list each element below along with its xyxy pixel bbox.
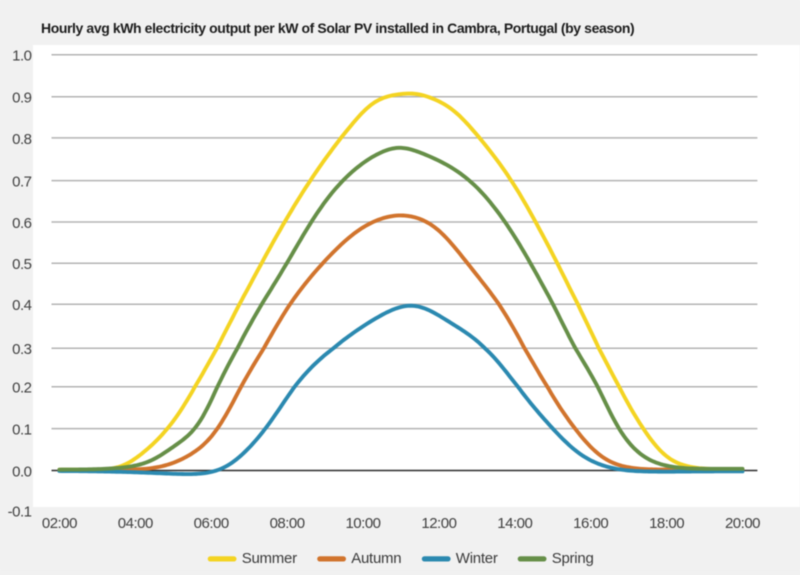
svg-text:20:00: 20:00 [725, 515, 760, 532]
svg-text:0.8: 0.8 [12, 131, 32, 148]
svg-text:16:00: 16:00 [573, 515, 608, 532]
svg-text:Winter: Winter [456, 550, 498, 567]
svg-text:04:00: 04:00 [118, 515, 153, 532]
svg-text:0.7: 0.7 [12, 174, 32, 191]
svg-text:Summer: Summer [242, 550, 297, 567]
svg-text:0.3: 0.3 [12, 341, 32, 358]
svg-text:Hourly avg kWh electricity out: Hourly avg kWh electricity output per kW… [41, 20, 634, 36]
svg-text:02:00: 02:00 [42, 515, 77, 532]
svg-text:0.2: 0.2 [12, 380, 32, 397]
svg-text:06:00: 06:00 [194, 515, 229, 532]
svg-text:10:00: 10:00 [345, 515, 380, 532]
svg-text:1.0: 1.0 [12, 48, 32, 65]
svg-text:0.4: 0.4 [12, 297, 32, 314]
svg-text:0.6: 0.6 [12, 215, 32, 232]
svg-text:18:00: 18:00 [649, 515, 684, 532]
svg-text:14:00: 14:00 [497, 515, 532, 532]
svg-text:0.9: 0.9 [12, 90, 32, 107]
svg-text:12:00: 12:00 [421, 515, 456, 532]
svg-text:Autumn: Autumn [351, 550, 401, 567]
svg-text:Spring: Spring [552, 550, 594, 567]
svg-text:0.5: 0.5 [12, 256, 32, 273]
svg-text:-0.1: -0.1 [8, 503, 32, 520]
svg-text:0.0: 0.0 [12, 463, 32, 480]
svg-text:08:00: 08:00 [270, 515, 305, 532]
svg-text:0.1: 0.1 [12, 422, 32, 439]
